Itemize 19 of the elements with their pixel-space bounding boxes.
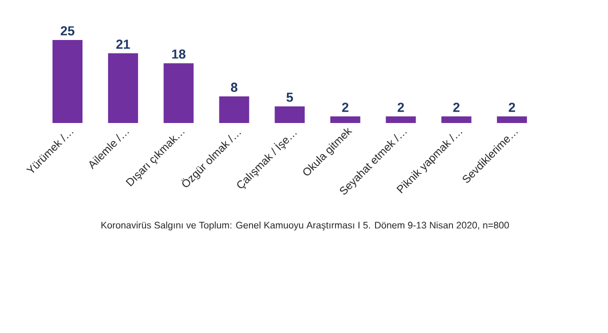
data-label: 2: [398, 102, 404, 112]
data-label: 25: [60, 26, 74, 36]
bar: [441, 116, 472, 123]
bar: [274, 106, 305, 123]
bar: [108, 53, 138, 123]
bar: [164, 63, 194, 123]
data-label: 18: [172, 49, 186, 59]
bar: [219, 96, 250, 123]
bar: [496, 116, 527, 123]
data-label: 5: [286, 92, 293, 102]
data-label: 21: [116, 40, 130, 49]
bar: [52, 40, 82, 123]
text: Koronavirüs Salgını ve Toplum: Genel Kamuoyu Araştırması I 5. Dönem 9-13 Nisan 2020, n=800: [101, 222, 509, 230]
bar: [386, 116, 416, 123]
data-label: 2: [342, 102, 348, 112]
data-label: 2: [508, 102, 516, 112]
bar: [330, 116, 360, 123]
data-label: 2: [453, 102, 460, 112]
data-label: 8: [230, 82, 238, 92]
